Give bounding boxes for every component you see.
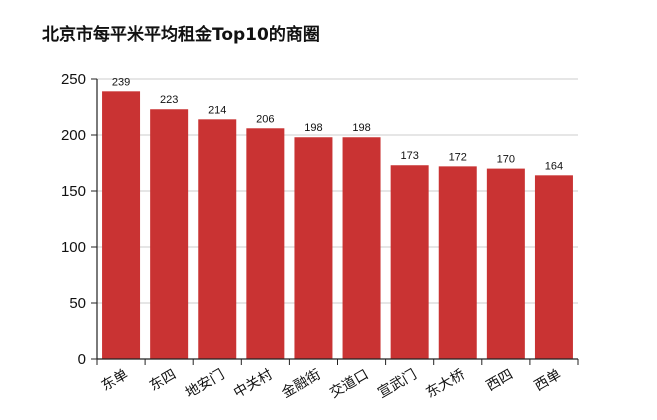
y-tick-label: 200 — [61, 127, 86, 144]
chart-title: 北京市每平米平均租金Top10的商圈 — [42, 25, 320, 45]
bar — [150, 109, 189, 360]
x-category-label: 中关村 — [231, 367, 275, 402]
bar — [438, 166, 477, 359]
bar-value-label: 239 — [112, 76, 130, 88]
y-tick-label: 150 — [61, 183, 86, 200]
x-category-label: 金融街 — [279, 367, 323, 402]
bar — [102, 91, 141, 359]
bar-value-label: 173 — [400, 150, 418, 162]
bar — [534, 175, 573, 359]
bar-value-label: 206 — [256, 113, 274, 125]
bar — [486, 168, 525, 359]
bar — [294, 137, 333, 359]
bar — [198, 119, 237, 359]
y-tick-label: 100 — [61, 239, 86, 256]
bars — [102, 91, 573, 360]
bar — [342, 137, 381, 359]
x-category-label: 交道口 — [327, 366, 372, 402]
y-tick-label: 50 — [69, 295, 86, 312]
bar-value-label: 223 — [160, 94, 178, 106]
bar-value-label: 164 — [545, 160, 563, 172]
bar-value-label: 198 — [304, 122, 322, 134]
x-category-label: 东单 — [99, 367, 131, 395]
bar-value-label: 170 — [497, 154, 515, 166]
x-category-label: 地安门 — [183, 367, 227, 402]
x-category-label: 西单 — [532, 367, 564, 395]
bar-value-label: 214 — [208, 104, 226, 116]
y-tick-label: 0 — [78, 351, 86, 368]
y-tick-label: 250 — [61, 71, 86, 88]
bar — [390, 165, 429, 359]
bar-value-label: 172 — [449, 151, 467, 163]
bar-value-label: 198 — [352, 122, 370, 134]
x-category-label: 东四 — [147, 367, 179, 395]
x-category-label: 东大桥 — [423, 367, 467, 402]
axes — [91, 78, 579, 365]
x-category-label: 西四 — [484, 367, 516, 395]
x-category-label: 宣武门 — [375, 367, 419, 402]
bar — [246, 128, 285, 359]
